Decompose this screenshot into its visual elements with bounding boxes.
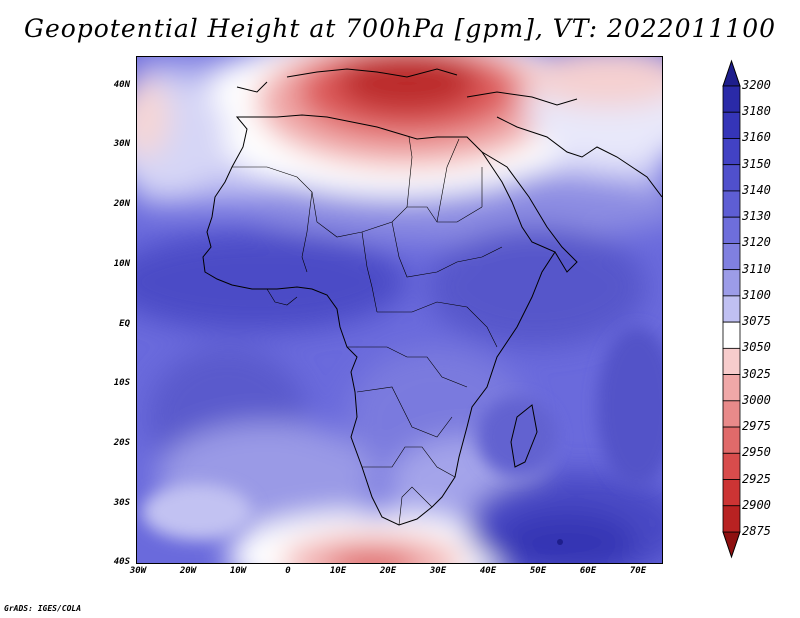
colorbar-segment [722, 505, 741, 533]
lon-tick-label: 40E [479, 566, 497, 576]
colorbar-level-label: 3130 [742, 209, 771, 224]
colorbar-segment [722, 164, 741, 192]
lat-tick-label: 10N [113, 259, 130, 269]
lon-tick-label: 20E [379, 566, 397, 576]
fine-shading [142, 327, 662, 540]
colorbar-level-label: 3075 [742, 314, 771, 329]
lat-tick-label: 20N [113, 199, 130, 209]
colorbar-segment [722, 452, 741, 480]
lon-tick-label: 10E [329, 566, 347, 576]
height-field-map [137, 57, 662, 563]
lon-tick-label: 30E [429, 566, 447, 576]
colorbar-top-triangle [722, 59, 741, 87]
colorbar-segment [722, 400, 741, 428]
colorbar-segment [722, 479, 741, 507]
colorbar-segment [722, 85, 741, 113]
colorbar-segment [722, 295, 741, 323]
chart-title: Geopotential Height at 700hPa [gpm], VT:… [23, 14, 777, 43]
colorbar-level-label: 3200 [742, 78, 771, 92]
colorbar-level-label: 3110 [742, 261, 771, 276]
colorbar-level-label: 2950 [742, 445, 771, 460]
credit-text: GrADS: IGES/COLA [4, 604, 82, 613]
colorbar-level-label: 2900 [742, 497, 771, 512]
high-center-marker [557, 539, 563, 545]
colorbar-segment [722, 138, 741, 166]
lon-tick-label: 20W [179, 566, 197, 576]
lon-tick-label: 60E [579, 566, 597, 576]
lat-tick-label: 10S [113, 378, 130, 388]
colorbar-segment [722, 374, 741, 402]
colorbar-level-label: 3120 [742, 235, 771, 250]
map-panel [136, 56, 663, 564]
colorbar-level-label: 3180 [742, 104, 771, 119]
colorbar-segment [722, 426, 741, 454]
lon-tick-label: 30W [129, 566, 147, 576]
country-borders [232, 136, 503, 526]
colorbar-level-label: 3150 [742, 156, 771, 171]
colorbar-segment [722, 347, 741, 375]
colorbar-level-label: 2925 [742, 471, 771, 486]
colorbar-level-label: 3100 [742, 287, 771, 302]
lat-tick-label: 20S [113, 438, 130, 448]
colorbar-level-label: 3000 [742, 392, 771, 407]
colorbar-level-label: 3050 [742, 340, 771, 355]
lat-tick-label: 30S [113, 498, 130, 508]
lon-tick-label: 0 [285, 566, 291, 576]
colorbar-segment [722, 111, 741, 139]
lat-tick-label: 40S [113, 557, 130, 567]
colorbar-level-label: 2875 [742, 524, 771, 538]
colorbar-level-label: 2975 [742, 419, 771, 434]
colorbar-level-label: 3140 [742, 182, 771, 197]
colorbar-level-label: 3160 [742, 130, 771, 145]
lon-tick-label: 70E [629, 566, 647, 576]
lat-tick-label: 30N [113, 139, 130, 149]
colorbar-segment [722, 243, 741, 271]
lat-tick-label: 40N [113, 80, 130, 90]
colorbar-segment [722, 321, 741, 349]
colorbar-level-label: 3025 [742, 366, 771, 381]
lon-tick-label: 10W [229, 566, 247, 576]
colorbar-segment [722, 216, 741, 244]
colorbar-segment [722, 269, 741, 297]
colorbar-segment [722, 190, 741, 218]
lat-tick-label: EQ [119, 319, 130, 329]
colorbar-bottom-triangle [722, 531, 741, 559]
lon-tick-label: 50E [529, 566, 547, 576]
